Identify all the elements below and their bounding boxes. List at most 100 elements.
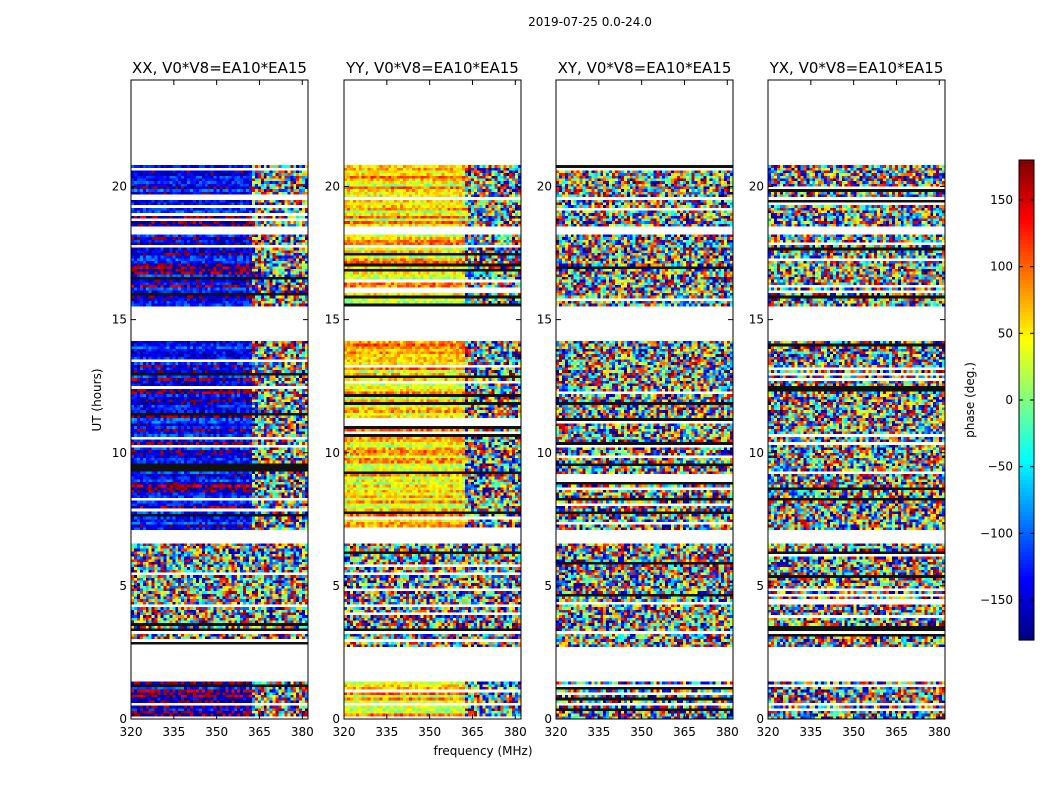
x-tick-label: 380 [928,725,951,739]
colorbar-segment [1019,224,1034,229]
x-tick-label: 335 [162,725,185,739]
panel-frame [555,79,734,720]
panel-frame [343,79,522,720]
colorbar-segment [1019,532,1034,537]
panel-yy: YY, V0*V8=EA10*EA15 320 335 350 365 380 0 5 10 15… [325,59,527,739]
colorbar-segment [1019,584,1034,589]
x-tick-label: 335 [375,725,398,739]
colorbar-segment [1019,484,1034,489]
colorbar-segment [1019,476,1034,481]
colorbar-segment [1019,528,1034,533]
colorbar-segment [1019,320,1034,325]
colorbar-segment [1019,296,1034,301]
colorbar-segment [1019,336,1034,341]
colorbar-segment [1019,516,1034,521]
x-tick-label: 335 [799,725,822,739]
y-tick-label: 15 [112,313,127,327]
colorbar-segment [1019,276,1034,281]
panel-title: YX, V0*V8=EA10*EA15 [769,59,944,77]
colorbar-segment [1019,544,1034,549]
colorbar-segment [1019,400,1034,405]
colorbar-segment [1019,284,1034,289]
y-tick-label: 5 [756,579,764,593]
x-tick-label: 335 [587,725,610,739]
colorbar-segment [1019,280,1034,285]
colorbar-segment [1019,200,1034,205]
panel-frame [130,79,309,720]
colorbar-segment [1019,356,1034,361]
colorbar-segment [1019,588,1034,593]
colorbar: −150 −100 −50 0 50 100 150 [980,159,1035,641]
panel-title: XX, V0*V8=EA10*EA15 [132,59,307,77]
colorbar-segment [1019,412,1034,417]
x-tick-label: 365 [673,725,696,739]
y-tick-label: 15 [325,313,340,327]
colorbar-segment [1019,300,1034,305]
colorbar-segment [1019,228,1034,233]
colorbar-segment [1019,316,1034,321]
colorbar-segment [1019,440,1034,445]
colorbar-segment [1019,576,1034,581]
colorbar-segment [1019,420,1034,425]
colorbar-segment [1019,548,1034,553]
x-tick-label: 320 [333,725,356,739]
colorbar-segment [1019,232,1034,237]
colorbar-segment [1019,268,1034,273]
colorbar-segment [1019,464,1034,469]
colorbar-segment [1019,260,1034,265]
x-tick-label: 380 [716,725,739,739]
colorbar-tick-label: −150 [980,593,1013,607]
colorbar-segment [1019,496,1034,501]
colorbar-segment [1019,304,1034,309]
colorbar-segment [1019,456,1034,461]
y-tick-label: 15 [749,313,764,327]
colorbar-segment [1019,236,1034,241]
y-tick-label: 0 [544,712,552,726]
y-tick-label: 10 [112,446,127,460]
colorbar-segment [1019,600,1034,605]
colorbar-segment [1019,292,1034,297]
panel-title: XY, V0*V8=EA10*EA15 [558,59,732,77]
colorbar-segment [1019,372,1034,377]
colorbar-segment [1019,480,1034,485]
colorbar-segment [1019,608,1034,613]
y-tick-label: 10 [537,446,552,460]
colorbar-segment [1019,560,1034,565]
colorbar-segment [1019,368,1034,373]
colorbar-tick-label: 150 [990,193,1013,207]
colorbar-segment [1019,424,1034,429]
colorbar-segment [1019,212,1034,217]
x-tick-label: 365 [248,725,271,739]
colorbar-segment [1019,632,1034,637]
colorbar-segment [1019,376,1034,381]
colorbar-segment [1019,288,1034,293]
colorbar-segment [1019,160,1034,165]
phase-heatmap [131,80,308,719]
colorbar-segment [1019,324,1034,329]
colorbar-segment [1019,240,1034,245]
colorbar-segment [1019,188,1034,193]
colorbar-segment [1019,196,1034,201]
colorbar-segment [1019,244,1034,249]
x-tick-label: 380 [291,725,314,739]
colorbar-segment [1019,488,1034,493]
colorbar-segment [1019,172,1034,177]
panel-xy: XY, V0*V8=EA10*EA15 320 335 350 365 380 0 5 10 15… [537,59,739,739]
panel-frame [767,79,946,720]
x-tick-label: 350 [842,725,865,739]
colorbar-segment [1019,580,1034,585]
panel-yx: YX, V0*V8=EA10*EA15 320 335 350 365 380 0 5 10 15… [749,59,951,739]
colorbar-segment [1019,272,1034,277]
colorbar-segment [1019,520,1034,525]
y-tick-label: 5 [544,579,552,593]
colorbar-segment [1019,312,1034,317]
colorbar-segment [1019,472,1034,477]
colorbar-segment [1019,624,1034,629]
colorbar-segment [1019,492,1034,497]
y-tick-label: 20 [749,180,764,194]
colorbar-segment [1019,340,1034,345]
y-tick-label: 20 [112,180,127,194]
x-tick-label: 350 [418,725,441,739]
x-axis-label: frequency (MHz) [433,744,532,758]
